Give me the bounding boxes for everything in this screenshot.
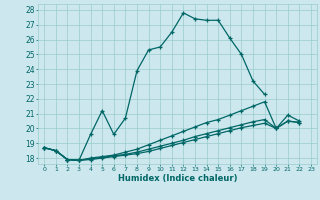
X-axis label: Humidex (Indice chaleur): Humidex (Indice chaleur): [118, 174, 237, 183]
